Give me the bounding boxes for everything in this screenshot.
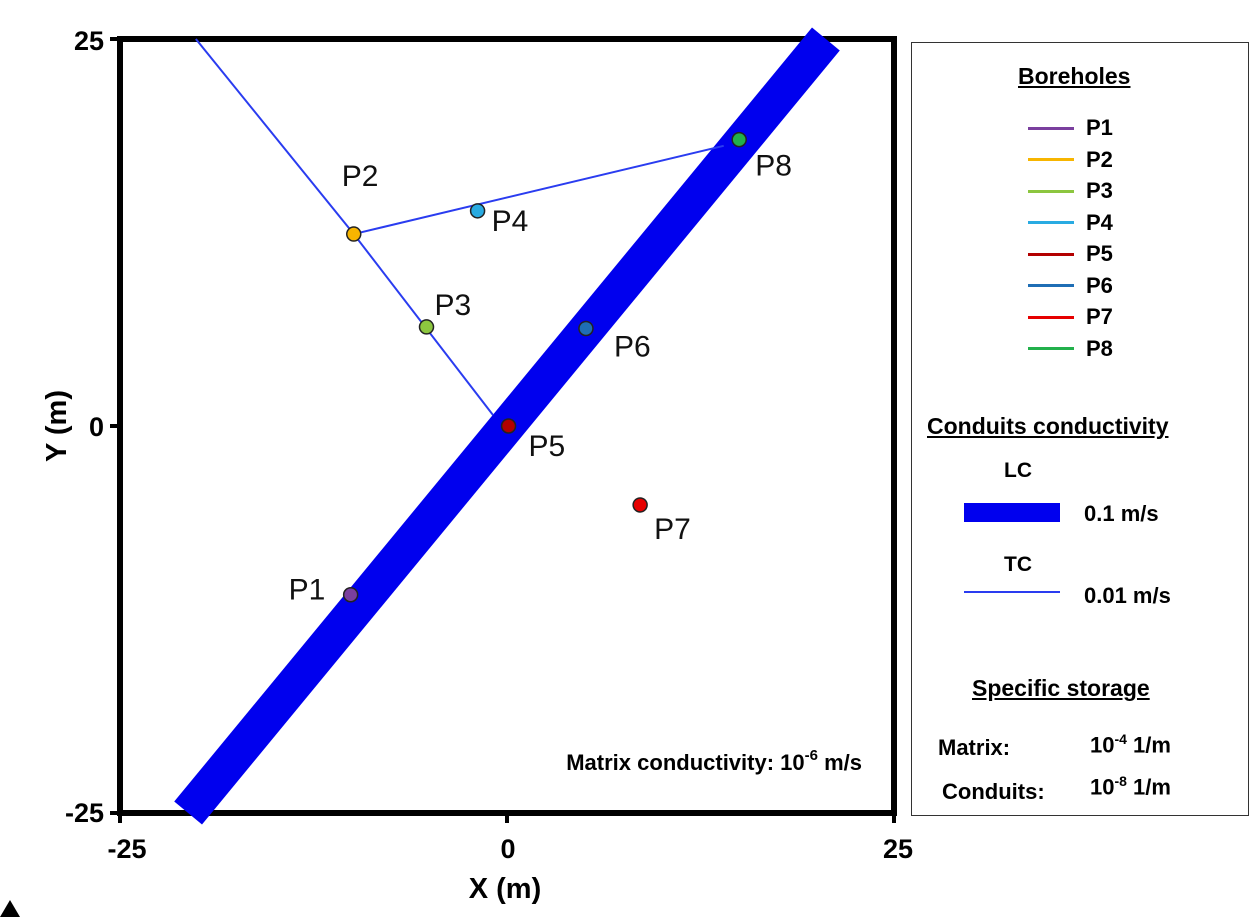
borehole-marker-p6 — [579, 321, 593, 335]
legend-label-p2: P2 — [1086, 147, 1113, 173]
legend-tc-value: 0.01 m/s — [1084, 583, 1171, 609]
legend-item-p1: P1 — [1028, 113, 1113, 143]
x-axis-title: X (m) — [469, 873, 542, 905]
legend-title-storage: Specific storage — [972, 675, 1150, 702]
legend-lc-value: 0.1 m/s — [1084, 501, 1159, 527]
legend-item-p2: P2 — [1028, 145, 1113, 175]
legend-tc-label: TC — [1004, 553, 1032, 577]
legend-swatch-p7 — [1028, 316, 1074, 319]
borehole-marker-p5 — [502, 419, 516, 433]
x-tick-label: 0 — [500, 834, 515, 864]
borehole-label-p3: P3 — [435, 289, 472, 322]
borehole-marker-p1 — [344, 588, 358, 602]
x-tick-label: -25 — [107, 834, 146, 864]
legend-item-p7: P7 — [1028, 302, 1113, 332]
y-tick-label: 0 — [89, 412, 104, 442]
borehole-label-p1: P1 — [289, 574, 326, 607]
legend-panel: Boreholes P1 P2 P3 P4 P5 P6 P7 P8 Conduits cond… — [911, 42, 1249, 816]
legend-label-p4: P4 — [1086, 210, 1113, 236]
legend-item-p6: P6 — [1028, 271, 1113, 301]
legend-title-conduits: Conduits conductivity — [927, 413, 1169, 440]
borehole-marker-p4 — [471, 204, 485, 218]
borehole-label-p7: P7 — [654, 513, 691, 546]
legend-swatch-p1 — [1028, 127, 1074, 130]
borehole-marker-p2 — [347, 227, 361, 241]
borehole-marker-p8 — [732, 133, 746, 147]
legend-lc-label: LC — [1004, 459, 1032, 483]
storage-matrix-value: 10-4 1/m — [1090, 731, 1171, 758]
legend-item-p3: P3 — [1028, 176, 1113, 206]
legend-title-boreholes: Boreholes — [1018, 63, 1130, 90]
storage-conduits-value: 10-8 1/m — [1090, 773, 1171, 800]
legend-label-p8: P8 — [1086, 336, 1113, 362]
borehole-marker-p7 — [633, 498, 647, 512]
borehole-label-p4: P4 — [492, 205, 529, 238]
y-tick-label: 25 — [74, 26, 104, 56]
borehole-marker-p3 — [420, 320, 434, 334]
legend-swatch-p5 — [1028, 253, 1074, 256]
storage-conduits-label: Conduits: — [942, 779, 1045, 805]
borehole-label-p6: P6 — [614, 330, 651, 363]
legend-label-p3: P3 — [1086, 178, 1113, 204]
legend-swatch-p4 — [1028, 221, 1074, 224]
legend-label-p7: P7 — [1086, 304, 1113, 330]
legend-swatch-p6 — [1028, 284, 1074, 287]
legend-tc-swatch — [964, 591, 1060, 593]
legend-label-p1: P1 — [1086, 115, 1113, 141]
legend-label-p5: P5 — [1086, 241, 1113, 267]
borehole-label-p2: P2 — [342, 160, 379, 193]
legend-item-p4: P4 — [1028, 208, 1113, 238]
legend-lc-swatch — [964, 503, 1060, 522]
y-tick-label: -25 — [65, 798, 104, 828]
legend-label-p6: P6 — [1086, 273, 1113, 299]
legend-swatch-p2 — [1028, 158, 1074, 161]
storage-matrix-label: Matrix: — [938, 735, 1010, 761]
legend-item-p8: P8 — [1028, 334, 1113, 364]
legend-swatch-p3 — [1028, 190, 1074, 193]
x-tick-label: 25 — [883, 834, 913, 864]
y-axis-title: Y (m) — [41, 390, 73, 462]
legend-swatch-p8 — [1028, 347, 1074, 350]
corner-arrow-icon — [0, 900, 20, 917]
legend-item-p5: P5 — [1028, 239, 1113, 269]
borehole-label-p8: P8 — [755, 150, 792, 183]
matrix-conductivity-label: Matrix conductivity: 10-6 m/s — [566, 747, 862, 775]
borehole-label-p5: P5 — [529, 430, 566, 463]
